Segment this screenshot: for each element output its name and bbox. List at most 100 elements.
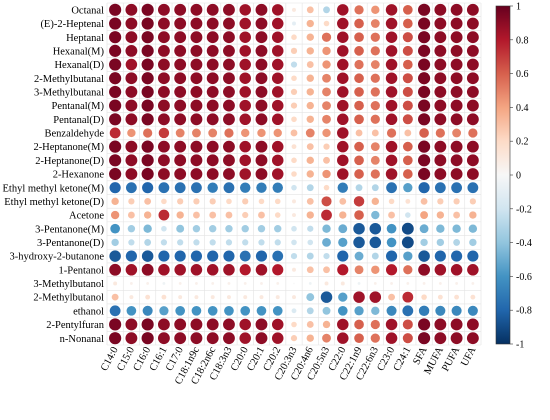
bubble-cell [258, 211, 265, 219]
bubble-cell [337, 99, 349, 112]
bubble-cell [125, 31, 138, 44]
bubble-cell [109, 167, 122, 181]
bubble-cell [225, 211, 233, 219]
bubble-cell [385, 264, 398, 276]
bubble-cell [452, 224, 461, 233]
bubble-cell [306, 101, 314, 110]
bubble-cell [418, 72, 431, 85]
bubble-cell [436, 224, 445, 233]
bubble-cell [177, 198, 184, 205]
bubble-cell [223, 182, 235, 194]
bubble-cell [385, 140, 398, 153]
bubble-cell [418, 332, 431, 345]
bubble-cell [402, 333, 413, 344]
row-label: 3-Pentanone(D) [37, 238, 105, 249]
row-label: Benzaldehyde [45, 129, 105, 140]
bubble-cell [306, 19, 314, 28]
bubble-cell [371, 129, 379, 137]
bubble-cell [241, 128, 250, 138]
bubble-cell [434, 31, 447, 44]
bubble-cell [211, 282, 215, 285]
bubble-cell [322, 87, 331, 97]
bubble-cell [224, 128, 234, 138]
bubble-cell [157, 3, 170, 16]
bubble-cell [402, 141, 413, 152]
row-labels: Octanal (E)-2-Heptenal Heptanal Hexanal(M) H… [3, 5, 105, 344]
bubble-cell [142, 305, 153, 316]
bubble-cell [174, 140, 187, 153]
bubble-cell [128, 198, 135, 205]
bubble-cell [206, 31, 219, 44]
bubble-cell [223, 17, 235, 30]
bubble-cell [109, 154, 122, 167]
bubble-cell [255, 154, 268, 167]
bubble-cell [354, 73, 364, 84]
bubble-cell [438, 282, 442, 285]
bubble-cell [174, 17, 187, 30]
bubble-cell [402, 45, 413, 56]
bubble-cell [109, 318, 122, 331]
bubble-cell [403, 251, 413, 261]
bubble-cell [324, 281, 329, 286]
bubble-cell [174, 318, 187, 331]
bubble-cell [306, 74, 314, 82]
bubble-cell [307, 225, 314, 232]
bubble-cell [275, 295, 280, 300]
bubble-cell [176, 224, 185, 233]
bubble-cell [466, 3, 479, 16]
row-label: Hexanal(M) [53, 46, 105, 57]
bubble-cell [125, 154, 138, 167]
bubble-cell [306, 61, 314, 68]
bubble-cell [450, 31, 463, 44]
bubble-cell [323, 252, 330, 260]
bubble-cell [402, 319, 413, 330]
bubble-cell [272, 264, 284, 276]
bubble-cell [337, 264, 349, 276]
bubble-cell [109, 263, 122, 276]
bubble-cell [176, 211, 184, 219]
bubble-cell [113, 281, 118, 286]
bubble-cell [337, 86, 349, 98]
row-label: 3-hydroxy-2-butanone [10, 252, 105, 263]
bubble-cell [239, 58, 251, 71]
bubble-cell [174, 58, 187, 71]
bubble-cell [157, 31, 170, 44]
bubble-cell [370, 155, 380, 165]
bubble-cell [418, 31, 431, 44]
bubble-cell [437, 294, 443, 300]
colorbar-tick-label: -1 [516, 340, 524, 351]
bubble-cell [206, 72, 219, 85]
bubble-cell [127, 211, 135, 219]
bubble-cell [190, 318, 203, 331]
bubble-cell [322, 114, 331, 124]
bubble-cell [434, 250, 446, 262]
bubble-cell [271, 86, 284, 98]
bubble-cell [337, 318, 349, 331]
bubble-cell [290, 88, 298, 96]
bubble-cell [271, 17, 284, 30]
bubble-cell [353, 236, 365, 249]
bubble-cell [434, 3, 447, 16]
bubble-cell [109, 3, 122, 16]
bubble-cell [338, 292, 348, 302]
bubble-cell [125, 17, 138, 30]
bubble-cell [385, 332, 398, 344]
bubble-cell [402, 73, 413, 84]
bubble-cell [239, 264, 251, 276]
bubble-cell [466, 99, 479, 112]
bubble-cell [125, 332, 138, 345]
bubble-cell [450, 168, 463, 180]
bubble-cell [401, 222, 414, 235]
bubble-cell [125, 250, 137, 262]
bubble-cell [453, 198, 460, 205]
bubble-cell [337, 58, 349, 71]
bubble-cell [143, 128, 153, 138]
bubble-cell [271, 31, 284, 43]
bubble-cell [306, 47, 314, 55]
bubble-cell [371, 210, 380, 220]
bubble-cell [291, 144, 297, 150]
bubble-cell [190, 44, 203, 57]
bubble-cell [160, 239, 168, 246]
bubble-cell [337, 332, 349, 344]
bubble-cell [271, 113, 284, 126]
